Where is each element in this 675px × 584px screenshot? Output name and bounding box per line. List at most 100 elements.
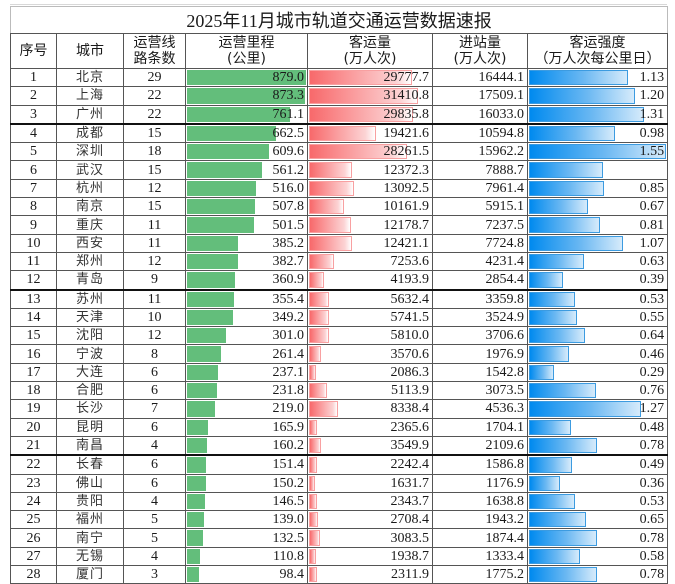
cell-mileage: 501.5 [185, 215, 308, 235]
ridership-databar [309, 162, 352, 178]
intensity-databar [529, 144, 666, 160]
ridership-value: 28261.5 [383, 144, 430, 160]
ridership-databar [309, 291, 329, 307]
intensity-value: 0.39 [639, 272, 665, 288]
cell-no: 18 [10, 381, 57, 401]
cell-intensity: 0.46 [526, 344, 669, 364]
ridership-value: 1631.7 [390, 475, 430, 491]
cell-entries: 3524.9 [432, 307, 528, 328]
cell-city: 杭州 [56, 178, 124, 199]
cell-no: 16 [10, 344, 57, 364]
cell-no: 27 [10, 546, 57, 567]
table-title: 2025年11月城市轨道交通运营数据速报 [9, 6, 669, 34]
cell-mileage: 382.7 [185, 251, 308, 272]
cell-no: 22 [10, 454, 57, 475]
intensity-databar [529, 493, 576, 510]
cell-ridership: 5113.9 [307, 381, 433, 401]
mileage-value: 165.9 [272, 419, 305, 435]
cell-city: 福州 [56, 510, 124, 530]
cell-city: 深圳 [56, 142, 124, 162]
intensity-value: 0.63 [639, 254, 665, 270]
table-row: 16 宁波 8 261.4 3570.6 1976.9 0.46 [10, 344, 669, 364]
intensity-databar [529, 364, 554, 381]
cell-intensity: 0.78 [526, 435, 669, 456]
cell-mileage: 231.8 [185, 381, 308, 401]
mileage-databar [187, 217, 255, 233]
mileage-value: 219.0 [272, 401, 305, 417]
intensity-databar [529, 419, 571, 435]
cell-entries: 1775.2 [432, 565, 528, 584]
table-row: 3 广州 22 761.1 29835.8 16033.0 1.31 [10, 104, 669, 125]
cell-city: 合肥 [56, 381, 124, 401]
intensity-value: 0.98 [639, 126, 665, 142]
intensity-databar [529, 567, 598, 583]
cell-intensity: 0.36 [526, 473, 669, 493]
intensity-value: 1.07 [639, 235, 665, 251]
cell-ridership: 8338.4 [307, 399, 433, 419]
ridership-databar [309, 253, 335, 270]
table-row: 23 佛山 6 150.2 1631.7 1176.9 0.36 [10, 473, 669, 493]
cell-intensity: 0.53 [526, 491, 669, 512]
cell-mileage: 516.0 [185, 178, 308, 199]
ridership-databar [309, 512, 319, 528]
header-mileage: 运营里程 (公里) [185, 33, 308, 69]
cell-mileage: 873.3 [185, 86, 308, 106]
ridership-value: 10161.9 [383, 199, 430, 215]
table-row: 27 无锡 4 110.8 1938.7 1333.4 0.58 [10, 546, 669, 567]
cell-mileage: 349.2 [185, 307, 308, 328]
ridership-databar [309, 401, 338, 417]
cell-intensity: 0.64 [526, 326, 669, 346]
cell-city: 青岛 [56, 270, 124, 291]
cell-lines: 4 [123, 491, 186, 512]
ridership-value: 3083.5 [390, 530, 430, 546]
intensity-value: 0.65 [639, 512, 665, 528]
cell-no: 5 [10, 142, 57, 162]
cell-entries: 16033.0 [432, 104, 528, 125]
cell-mileage: 761.1 [185, 104, 308, 125]
cell-entries: 1704.1 [432, 417, 528, 437]
ridership-databar [309, 475, 315, 491]
ridership-value: 3549.9 [390, 438, 430, 454]
mileage-value: 873.3 [272, 88, 305, 104]
cell-lines: 6 [123, 417, 186, 437]
cell-mileage: 150.2 [185, 473, 308, 493]
cell-city: 贵阳 [56, 491, 124, 512]
intensity-value: 0.48 [639, 419, 665, 435]
intensity-databar [529, 346, 569, 362]
cell-no: 6 [10, 160, 57, 180]
header-ridership-line2: (万人次) [343, 51, 397, 67]
table-row: 9 重庆 11 501.5 12178.7 7237.5 0.81 [10, 215, 669, 235]
cell-mileage: 355.4 [185, 288, 308, 309]
cell-no: 24 [10, 491, 57, 512]
cell-city: 重庆 [56, 215, 124, 235]
header-entries: 进站量 (万人次) [432, 33, 528, 69]
ridership-databar [309, 493, 318, 510]
cell-ridership: 1938.7 [307, 546, 433, 567]
ridership-databar [309, 383, 327, 399]
header-ridership-line1: 客运量 [349, 35, 391, 51]
cell-lines: 12 [123, 178, 186, 199]
cell-entries: 7724.8 [432, 233, 528, 253]
mileage-databar [187, 144, 269, 160]
ridership-value: 13092.5 [383, 180, 430, 196]
cell-city: 武汉 [56, 160, 124, 180]
header-city: 城市 [56, 33, 124, 69]
cell-lines: 15 [123, 160, 186, 180]
mileage-databar [187, 383, 217, 399]
cell-intensity: 0.63 [526, 251, 669, 272]
intensity-value: 0.78 [639, 567, 665, 583]
intensity-value: 1.55 [639, 144, 665, 160]
cell-no: 9 [10, 215, 57, 235]
intensity-value: 0.78 [639, 530, 665, 546]
cell-no: 11 [10, 251, 57, 272]
cell-lines: 10 [123, 307, 186, 328]
ridership-value: 5810.0 [390, 328, 430, 344]
table-row: 7 杭州 12 516.0 13092.5 7961.4 0.85 [10, 178, 669, 199]
ridership-databar [309, 309, 329, 326]
ridership-value: 12372.3 [383, 162, 430, 178]
ridership-databar [309, 328, 330, 344]
ridership-databar [309, 364, 317, 381]
mileage-value: 139.0 [272, 512, 305, 528]
ridership-value: 2343.7 [390, 493, 430, 509]
cell-city: 西安 [56, 233, 124, 253]
